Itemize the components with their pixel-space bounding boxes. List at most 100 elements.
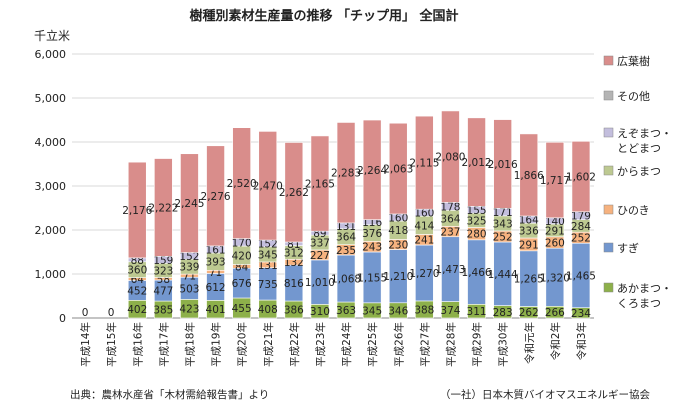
source-note: 出典：農林水産省「木材需給報告書」より (70, 388, 269, 401)
data-label: 337 (310, 238, 330, 250)
x-tick-label: 平成19年 (210, 322, 223, 367)
bar-segment (362, 119, 382, 220)
data-label: 252 (493, 231, 513, 243)
x-tick-label: 平成24年 (340, 322, 353, 367)
bar-segment (180, 153, 199, 253)
x-tick-label: 平成29年 (471, 322, 484, 367)
data-label: 241 (414, 235, 434, 247)
data-label: 237 (440, 227, 460, 239)
data-label: 735 (258, 279, 278, 291)
data-label: 676 (232, 278, 252, 290)
legend-label: すぎ (617, 241, 639, 255)
data-label: 2,115 (409, 158, 439, 170)
x-tick-label: 平成17年 (157, 322, 170, 367)
x-tick-label: 平成21年 (262, 322, 275, 367)
data-label: 503 (179, 283, 199, 295)
data-label: 2,245 (174, 198, 204, 210)
data-label: 284 (571, 221, 591, 233)
data-label: 364 (336, 232, 356, 244)
bar-segment (284, 142, 304, 243)
data-label: 2,222 (148, 202, 178, 214)
legend-label: その他 (617, 90, 650, 103)
data-label: 252 (571, 233, 591, 245)
data-label: 1,466 (462, 267, 492, 279)
y-axis-label: 千立米 (34, 28, 70, 43)
data-label-zero: 0 (108, 307, 115, 319)
data-label: 2,470 (253, 181, 283, 193)
x-tick-label: 平成15年 (105, 322, 118, 367)
data-label: 360 (127, 265, 147, 277)
legend-swatch (603, 204, 614, 215)
x-tick-label: 平成26年 (392, 322, 405, 367)
legend-label: とどまつ (617, 142, 661, 155)
legend-label: あかまつ・ (617, 282, 672, 295)
data-label: 116 (362, 217, 382, 229)
y-tick-label: 4,000 (35, 136, 67, 149)
bar-segment (571, 140, 591, 213)
x-tick-label: 平成14年 (79, 322, 92, 367)
legend-swatch (603, 242, 614, 253)
data-label: 164 (519, 215, 539, 227)
bar-segment (127, 161, 147, 259)
data-label: 477 (153, 286, 173, 298)
y-tick-label: 2,000 (35, 224, 67, 237)
legend-label: からまつ (617, 165, 661, 178)
data-label: 262 (519, 307, 539, 319)
data-label: 364 (440, 213, 460, 225)
data-label: 152 (258, 238, 278, 250)
data-label: 1,717 (540, 175, 570, 187)
x-tick-label: 平成22年 (288, 322, 301, 367)
data-label: 312 (284, 247, 304, 259)
data-label: 2,165 (305, 179, 335, 191)
data-label: 336 (519, 226, 539, 238)
data-label: 179 (571, 211, 591, 223)
data-label: 140 (545, 216, 565, 228)
x-tick-label: 平成16年 (131, 322, 144, 367)
x-tick-label: 平成25年 (366, 322, 379, 367)
data-label: 1,602 (566, 172, 596, 184)
credit-note: （一社）日本木質バイオマスエネルギー協会 (440, 388, 650, 401)
data-label: 2,264 (357, 165, 387, 177)
bar-segment (258, 131, 278, 241)
legend-swatch (603, 90, 614, 101)
x-tick-label: 平成20年 (236, 322, 249, 367)
data-label: 346 (388, 305, 408, 317)
x-tick-label: 令和元年 (523, 322, 536, 364)
data-label: 171 (493, 207, 513, 219)
y-tick-label: 1,000 (35, 268, 67, 281)
y-axis-ticks: 0 1,000 2,000 3,000 4,000 5,000 6,000 (35, 48, 67, 325)
data-label: 2,012 (462, 157, 492, 169)
legend-label: くろまつ (617, 297, 661, 310)
bar-segment (336, 122, 356, 224)
data-label: 155 (467, 205, 487, 217)
data-label-zero: 0 (82, 307, 89, 319)
data-label: 816 (284, 278, 304, 290)
data-label: 345 (258, 249, 278, 261)
data-label: 345 (362, 305, 382, 317)
data-label: 1,265 (514, 274, 544, 286)
data-label: 2,063 (383, 164, 413, 176)
data-label: 170 (232, 237, 252, 249)
bar-stacks: 40245264360882,176385477583231592,222423… (82, 110, 596, 320)
data-label: 131 (258, 260, 278, 272)
legend-label: ひのき (617, 204, 650, 217)
data-label: 310 (310, 306, 330, 318)
legend-label: 広葉樹 (617, 54, 650, 68)
data-label: 420 (232, 250, 252, 262)
data-label: 401 (206, 304, 226, 316)
data-label: 280 (467, 229, 487, 241)
data-label: 2,283 (331, 168, 361, 180)
data-label: 363 (336, 305, 356, 317)
data-label: 388 (414, 304, 434, 316)
data-label: 132 (284, 257, 304, 269)
x-tick-label: 平成28年 (444, 322, 457, 367)
data-label: 2,262 (279, 187, 309, 199)
data-label: 325 (467, 215, 487, 227)
bar-segment (388, 122, 408, 215)
data-label: 402 (127, 304, 147, 316)
